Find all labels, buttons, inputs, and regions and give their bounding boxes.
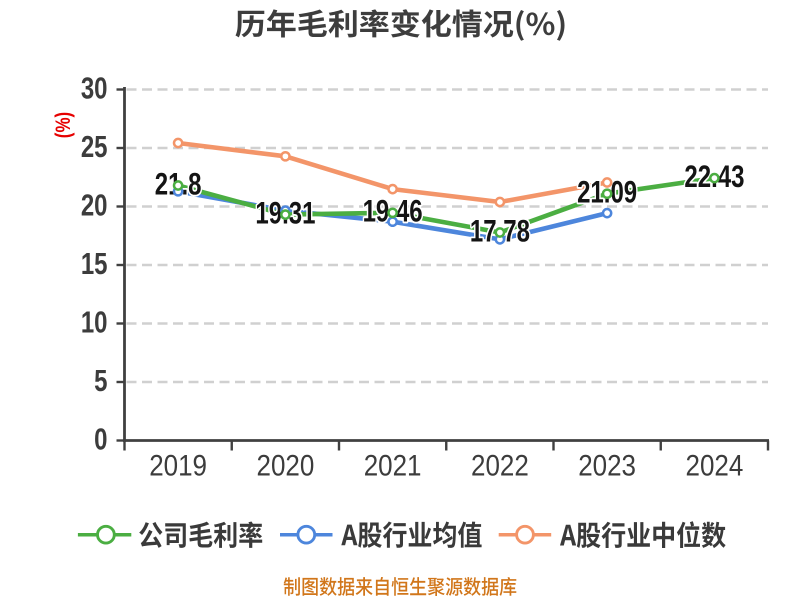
svg-text:2023: 2023: [578, 449, 636, 482]
svg-text:2021: 2021: [364, 449, 422, 482]
svg-text:15: 15: [81, 246, 108, 281]
svg-text:0: 0: [94, 422, 107, 457]
svg-text:(%): (%): [52, 112, 75, 138]
svg-text:10: 10: [81, 305, 108, 340]
svg-text:2022: 2022: [471, 449, 529, 482]
svg-text:30: 30: [81, 71, 108, 106]
svg-text:5: 5: [94, 363, 107, 398]
svg-text:20: 20: [81, 188, 108, 223]
svg-text:2024: 2024: [685, 449, 743, 482]
svg-text:2019: 2019: [149, 449, 207, 482]
svg-text:25: 25: [81, 129, 108, 164]
svg-text:2020: 2020: [256, 449, 314, 482]
